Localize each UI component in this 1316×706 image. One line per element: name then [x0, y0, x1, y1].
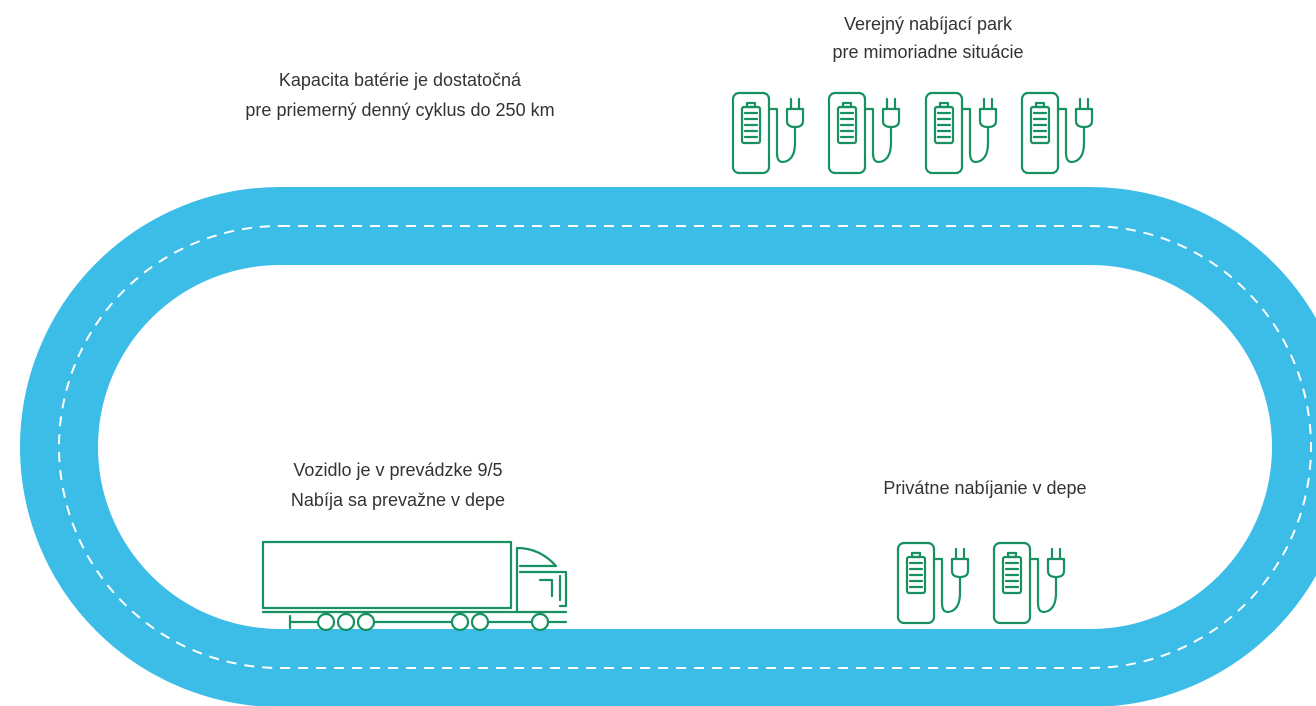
public-label: pre mimoriadne situácie: [832, 42, 1023, 62]
depot-label: Privátne nabíjanie v depe: [883, 478, 1086, 498]
battery-label: Kapacita batérie je dostatočná: [279, 70, 522, 90]
depot-chargers: [896, 541, 1066, 625]
track-center-line: [58, 225, 1312, 669]
truck: [261, 540, 568, 632]
track: [20, 187, 1316, 706]
vehicle-label: Nabíja sa prevažne v depe: [291, 490, 505, 510]
public-chargers: [731, 91, 1094, 175]
vehicle-label: Vozidlo je v prevádzke 9/5: [293, 460, 502, 480]
public-label: Verejný nabíjací park: [844, 14, 1013, 34]
battery-label: pre priemerný denný cyklus do 250 km: [245, 100, 554, 120]
